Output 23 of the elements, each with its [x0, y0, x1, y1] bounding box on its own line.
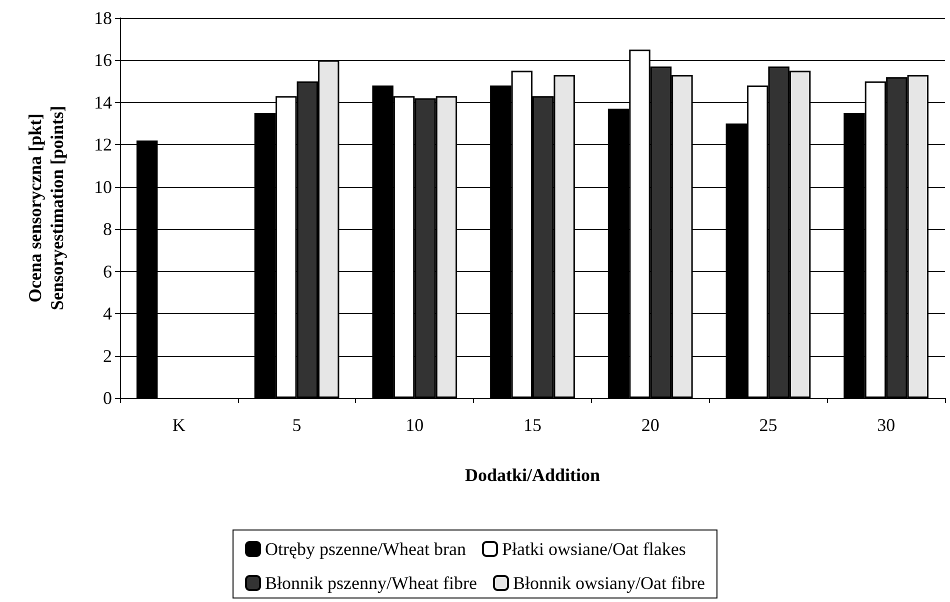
- y-tick-label: 12: [94, 134, 112, 155]
- x-tick-label: 30: [877, 415, 896, 435]
- y-tick-label: 8: [103, 219, 112, 240]
- legend-label: Błonnik pszenny/Wheat fibre: [265, 573, 477, 593]
- legend-label: Błonnik owsiany/Oat fibre: [512, 573, 705, 593]
- y-tick-label: 10: [94, 176, 112, 197]
- legend-label: Płatki owsiane/Oat flakes: [502, 539, 686, 559]
- y-axis-title: Ocena sensoryczna [pkt] Sensoryestimation [points]: [25, 106, 67, 310]
- y-tick-label: 14: [94, 92, 112, 112]
- x-tick-label: 10: [406, 415, 424, 435]
- x-tick-label: 15: [524, 415, 542, 435]
- y-tick-label: 6: [103, 261, 112, 282]
- y-tick-label: 4: [103, 304, 112, 324]
- x-tick-label: 5: [292, 415, 302, 435]
- y-tick-label: 2: [103, 346, 112, 366]
- x-tick-label: 25: [759, 415, 778, 435]
- legend-label: Otręby pszenne/Wheat bran: [265, 539, 466, 559]
- y-tick-label: 16: [94, 50, 112, 70]
- x-tick-label: 20: [641, 415, 660, 435]
- x-tick-label: K: [172, 415, 186, 435]
- y-tick-label: 18: [94, 8, 112, 28]
- x-axis-title: Dodatki/Addition: [464, 465, 600, 485]
- y-tick-label: 0: [103, 388, 112, 408]
